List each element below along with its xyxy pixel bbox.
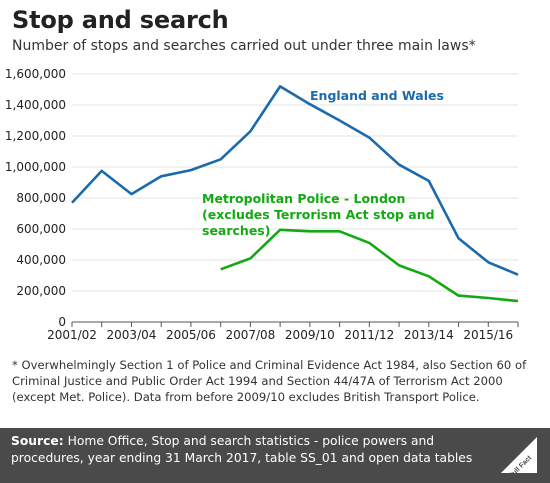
y-tick-label: 1,200,000 (5, 129, 66, 143)
series-label: (excludes Terrorism Act stop and (202, 207, 435, 222)
y-tick-label: 1,600,000 (5, 67, 66, 81)
line-chart: 0 200,000 400,000 600,000 800,000 1,000,000 1,… (5, 67, 519, 342)
series-line-metropolitan-police (220, 228, 519, 303)
y-tick-label: 1,400,000 (5, 98, 66, 112)
y-tick-label: 0 (58, 315, 66, 329)
source-label: Source: (11, 434, 64, 448)
y-tick-label: 400,000 (16, 253, 66, 267)
source-text: Source: Home Office, Stop and search sta… (11, 433, 481, 466)
x-tick-label: 2007/08 (225, 328, 275, 342)
source-bar (0, 428, 550, 483)
x-tick-label: 2009/10 (285, 328, 335, 342)
x-tick-label: 2011/12 (344, 328, 394, 342)
series-label: searches) (202, 223, 270, 238)
series-label: England and Wales (310, 88, 444, 103)
footnote: * Overwhelmingly Section 1 of Police and… (12, 358, 527, 404)
x-tick-label: 2013/14 (404, 328, 454, 342)
y-tick-label: 200,000 (16, 284, 66, 298)
source-body: Home Office, Stop and search statistics … (11, 434, 473, 465)
x-tick-label: 2015/16 (463, 328, 513, 342)
series-line-england-wales (71, 85, 519, 276)
chart-title: Stop and search (12, 6, 229, 34)
x-tick-label: 2005/06 (166, 328, 216, 342)
full-fact-logo: Full Fact (501, 437, 537, 479)
y-tick-label: 800,000 (16, 191, 66, 205)
x-tick-label: 2001/02 (47, 328, 97, 342)
x-tick-label: 2003/04 (107, 328, 157, 342)
y-tick-label: 1,000,000 (5, 160, 66, 174)
chart-subtitle: Number of stops and searches carried out… (12, 38, 476, 54)
y-tick-label: 600,000 (16, 222, 66, 236)
logo-triangle (501, 437, 537, 473)
series-label: Metropolitan Police - London (202, 191, 405, 206)
